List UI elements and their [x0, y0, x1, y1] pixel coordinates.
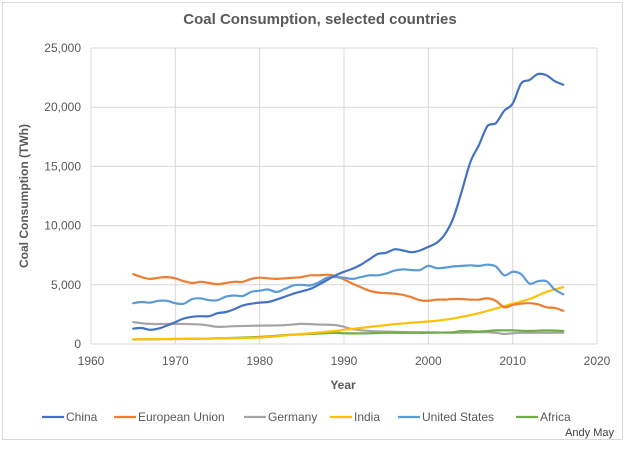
y-tick-label: 0: [74, 337, 81, 351]
legend-item-china: China: [42, 410, 98, 424]
x-tick-label: 2000: [415, 354, 442, 368]
y-tick-label: 10,000: [44, 219, 81, 233]
chart-frame: [2, 2, 623, 440]
legend-label: United States: [422, 410, 494, 424]
series-line-china: [132, 72, 565, 331]
chart-title: Coal Consumption, selected countries: [183, 11, 456, 28]
x-tick-label: 1980: [246, 354, 273, 368]
series-line-united-states: [132, 263, 565, 306]
y-tick-label: 20,000: [44, 100, 81, 114]
legend-item-united-states: United States: [398, 410, 494, 424]
legend-label: India: [354, 410, 380, 424]
legend-item-germany: Germany: [244, 410, 317, 424]
legend-label: European Union: [138, 410, 225, 424]
gridlines: [90, 47, 598, 345]
x-tick-label: 1960: [78, 354, 105, 368]
legend-item-africa: Africa: [516, 410, 571, 424]
y-tick-label: 25,000: [44, 41, 81, 55]
series-line-germany: [132, 321, 565, 335]
legend-item-india: India: [330, 410, 380, 424]
tick-labels: 0 5,000 10,000 15,000 20,000 25,000 1960 1970 19…: [44, 41, 610, 368]
x-axis-label: Year: [330, 378, 356, 392]
y-tick-label: 15,000: [44, 159, 81, 173]
legend-item-european-union: European Union: [114, 410, 225, 424]
series-lines: [132, 72, 565, 341]
y-tick-label: 5,000: [51, 278, 81, 292]
x-tick-label: 2010: [499, 354, 526, 368]
series-line-european-union: [132, 273, 565, 312]
x-tick-label: 1970: [162, 354, 189, 368]
x-tick-label: 1990: [331, 354, 358, 368]
series-line-india: [132, 286, 565, 341]
legend-label: Africa: [540, 410, 571, 424]
x-tick-label: 2020: [584, 354, 611, 368]
legend-label: China: [66, 410, 98, 424]
y-axis-label: Coal Consumption (TWh): [17, 124, 31, 268]
legend: China European Union Germany India United St…: [42, 410, 571, 424]
author-credit: Andy May: [565, 427, 614, 439]
legend-label: Germany: [268, 410, 317, 424]
